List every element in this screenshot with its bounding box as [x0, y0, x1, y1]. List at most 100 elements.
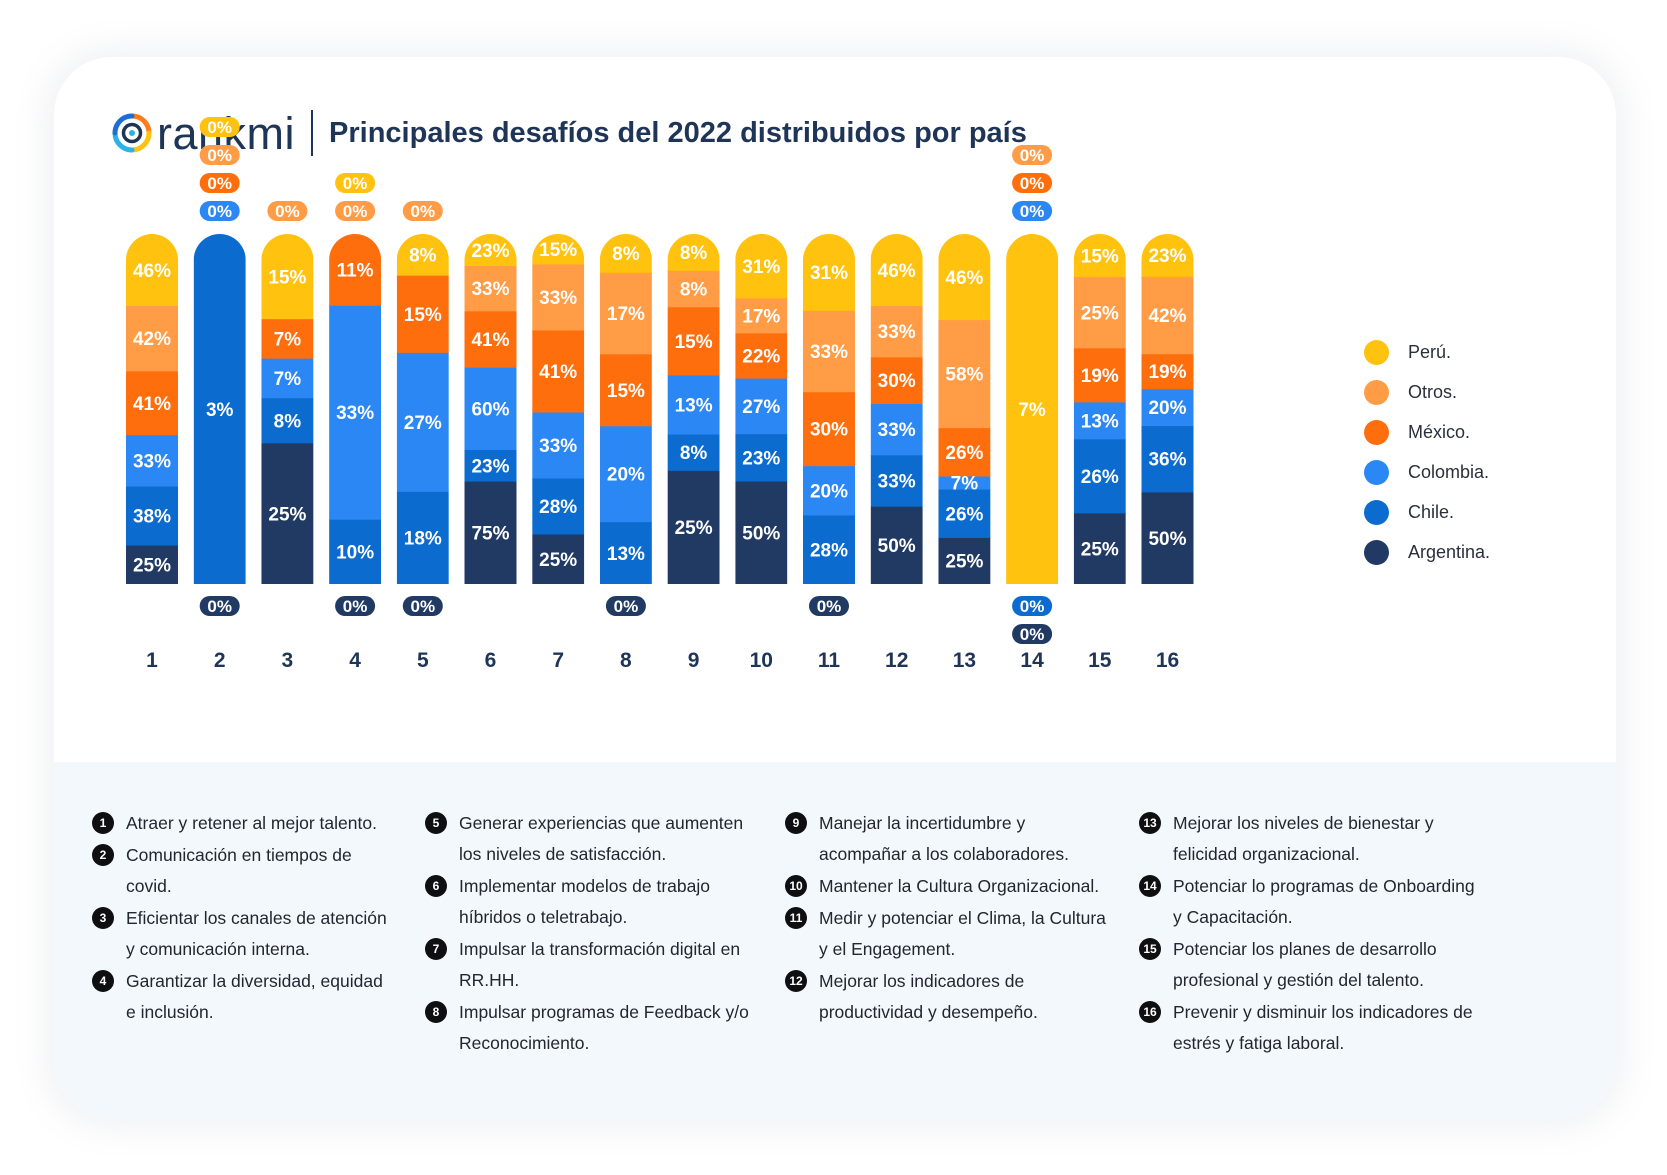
bar-segment-m-xico: [938, 427, 991, 477]
zero-pill-argentina: [1012, 624, 1053, 644]
note-text: Potenciar los planes de desarrollo profe…: [1173, 939, 1437, 990]
data-label-colombia: 33%: [878, 420, 916, 441]
legend-label: Chile.: [1408, 501, 1455, 522]
bar-segment-argentina: [126, 545, 178, 584]
zero-label-per: 0%: [343, 174, 368, 193]
note-text: Impulsar programas de Feedback y/o Recon…: [459, 1002, 749, 1053]
legend-item-colombia: Colombia.: [1364, 452, 1490, 492]
note-text: Mejorar los niveles de bienestar y felic…: [1173, 813, 1434, 864]
infographic-card: rankmi Principales desafíos del 2022 dis…: [54, 57, 1616, 1119]
data-label-argentina: 25%: [268, 504, 306, 525]
x-tick-label: 10: [750, 649, 773, 672]
note-number-badge: 6: [425, 875, 447, 897]
note-item-2: 2 Comunicación en tiempos de covid.: [92, 840, 392, 902]
bar-segment-argentina: [1141, 491, 1194, 584]
note-number-badge: 7: [425, 938, 447, 960]
data-label-otros: 8%: [680, 280, 708, 301]
data-label-m-xico: 22%: [742, 346, 780, 367]
bar-segment-chile: [464, 449, 517, 482]
x-tick-label: 11: [818, 649, 841, 672]
zero-pill-m-xico: [1012, 173, 1053, 193]
zero-pill-colombia: [199, 201, 240, 221]
challenges-list: 1 Atraer y retener al mejor talento. 2 Comu…: [54, 762, 1616, 1119]
bar-group-16: [1141, 234, 1194, 584]
stacked-bar-chart: 25%38%33%41%42%46%13%0%0%0%0%0%225%8%7%7…: [126, 117, 1194, 672]
legend-swatch: [1364, 379, 1389, 405]
bar-group-3: [261, 234, 314, 584]
data-label-argentina: 25%: [133, 556, 171, 577]
rankmi-logo-icon: [112, 113, 152, 153]
bar-group-9: [667, 234, 720, 584]
data-label-otros: 33%: [539, 288, 577, 309]
zero-label-colombia: 0%: [207, 202, 232, 221]
legend-item-chile: Chile.: [1364, 492, 1490, 532]
bar-segment-colombia: [532, 412, 585, 479]
data-label-m-xico: 41%: [133, 394, 171, 415]
bar-segment-chile: [396, 491, 449, 584]
bar-segment-m-xico: [667, 306, 720, 376]
bar-group-10: [735, 234, 788, 584]
note-number-badge: 16: [1139, 1001, 1161, 1023]
notes-column-1: 1 Atraer y retener al mejor talento. 2 Comu…: [92, 808, 392, 1029]
bar-segment-colombia: [329, 305, 382, 520]
bar-segment-colombia: [1073, 401, 1126, 440]
bar-segment-m-xico: [735, 332, 788, 379]
legend-label: Otros.: [1408, 381, 1458, 402]
zero-pill-argentina: [809, 596, 849, 616]
bar-segment-per: [126, 234, 178, 307]
data-label-otros: 42%: [133, 329, 171, 350]
zero-pill-otros: [267, 201, 308, 221]
data-label-argentina: 75%: [471, 524, 509, 545]
data-label-argentina: 25%: [1081, 539, 1119, 560]
legend-swatch: [1364, 339, 1389, 365]
bar-segment-argentina: [667, 470, 720, 584]
note-item-15: 15 Potenciar los planes de desarrollo pro…: [1139, 934, 1479, 996]
data-label-chile: 23%: [742, 448, 780, 469]
data-label-otros: 33%: [878, 322, 916, 343]
note-number-badge: 13: [1139, 812, 1161, 834]
zero-label-argentina: 0%: [411, 597, 436, 616]
data-label-per: 23%: [1148, 246, 1186, 267]
data-label-colombia: 7%: [951, 474, 979, 495]
zero-label-otros: 0%: [207, 146, 232, 165]
note-item-11: 11 Medir y potenciar el Clima, la Cultura…: [785, 903, 1115, 965]
legend-label: Argentina.: [1408, 541, 1491, 562]
bar-segment-m-xico: [396, 275, 449, 353]
x-tick-label: 13: [953, 649, 976, 672]
data-label-chile: 28%: [539, 497, 577, 518]
legend-label: México.: [1408, 421, 1471, 442]
data-label-chile: 28%: [810, 540, 848, 561]
note-text: Potenciar lo programas de Onboarding y C…: [1173, 876, 1475, 927]
data-label-m-xico: 7%: [274, 329, 302, 350]
bar-segment-colombia: [667, 374, 720, 435]
bar-group-2: [193, 234, 246, 584]
note-number-badge: 15: [1139, 938, 1161, 960]
note-item-5: 5 Generar experiencias que aumenten los n…: [425, 808, 765, 870]
data-label-m-xico: 11%: [337, 261, 374, 282]
data-label-per: 15%: [268, 267, 306, 288]
bar-segment-otros: [1073, 276, 1126, 349]
data-label-chile: 3%: [206, 400, 234, 421]
bar-segment-otros: [870, 305, 923, 358]
bar-segment-m-xico: [1141, 353, 1194, 390]
note-number-badge: 10: [785, 875, 807, 897]
bar-segment-argentina: [938, 537, 991, 584]
data-label-colombia: 20%: [607, 465, 645, 486]
note-item-6: 6 Implementar modelos de trabajo híbridos…: [425, 871, 765, 933]
zero-label-argentina: 0%: [1020, 625, 1045, 644]
zero-pill-argentina: [199, 596, 240, 616]
data-label-otros: 17%: [742, 306, 780, 327]
data-label-per: 8%: [680, 243, 708, 264]
bar-segment-m-xico: [1073, 347, 1126, 403]
note-text: Prevenir y disminuir los indicadores de …: [1173, 1002, 1473, 1053]
data-label-otros: 33%: [810, 342, 848, 363]
note-number-badge: 12: [785, 970, 807, 992]
note-text: Garantizar la diversidad, equidad e incl…: [126, 971, 383, 1022]
page-title: Principales desafíos del 2022 distribuid…: [329, 116, 1027, 149]
legend-label: Perú.: [1408, 341, 1452, 362]
bar-segment-otros: [803, 310, 855, 393]
x-tick-label: 5: [417, 649, 429, 672]
bar-group-8: [599, 234, 652, 584]
note-number-badge: 2: [92, 844, 114, 866]
bar-group-1: [126, 234, 178, 584]
